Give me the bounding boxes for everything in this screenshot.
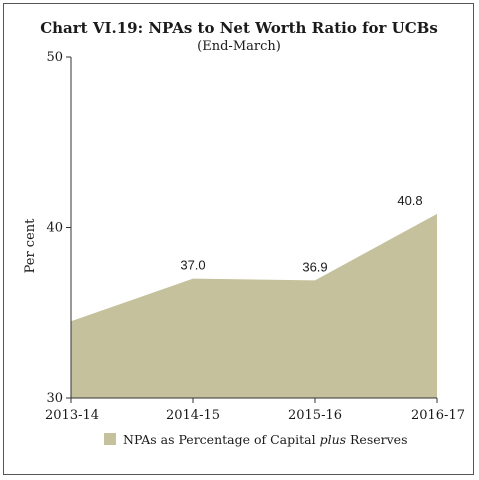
chart-title: Chart VI.19: NPAs to Net Worth Ratio for… xyxy=(40,19,438,37)
y-tick-label: 40 xyxy=(46,221,63,236)
legend-swatch xyxy=(104,433,116,445)
data-label: 36.9 xyxy=(302,259,327,274)
x-tick-label: 2014-15 xyxy=(166,408,220,423)
legend-text-part-3: Reserves xyxy=(346,432,407,447)
chart-subtitle: (End-March) xyxy=(197,39,281,54)
data-label: 37.0 xyxy=(180,258,205,273)
x-tick-label: 2015-16 xyxy=(288,408,342,423)
legend: NPAs as Percentage of Capital plus Reser… xyxy=(104,432,408,447)
legend-text-italic: plus xyxy=(320,432,346,447)
chart-frame xyxy=(3,3,474,475)
x-tick-label: 2016-17 xyxy=(411,408,465,423)
x-tick-label: 2013-14 xyxy=(45,408,99,423)
y-axis-label: Per cent xyxy=(23,218,38,274)
area-series-npa xyxy=(71,213,437,398)
data-label: 40.8 xyxy=(397,193,422,208)
legend-text-part-1: NPAs as Percentage of Capital xyxy=(123,432,320,447)
legend-label: NPAs as Percentage of Capital plus Reser… xyxy=(123,432,408,447)
y-tick-label: 50 xyxy=(46,50,63,65)
y-tick-label: 30 xyxy=(46,391,63,406)
